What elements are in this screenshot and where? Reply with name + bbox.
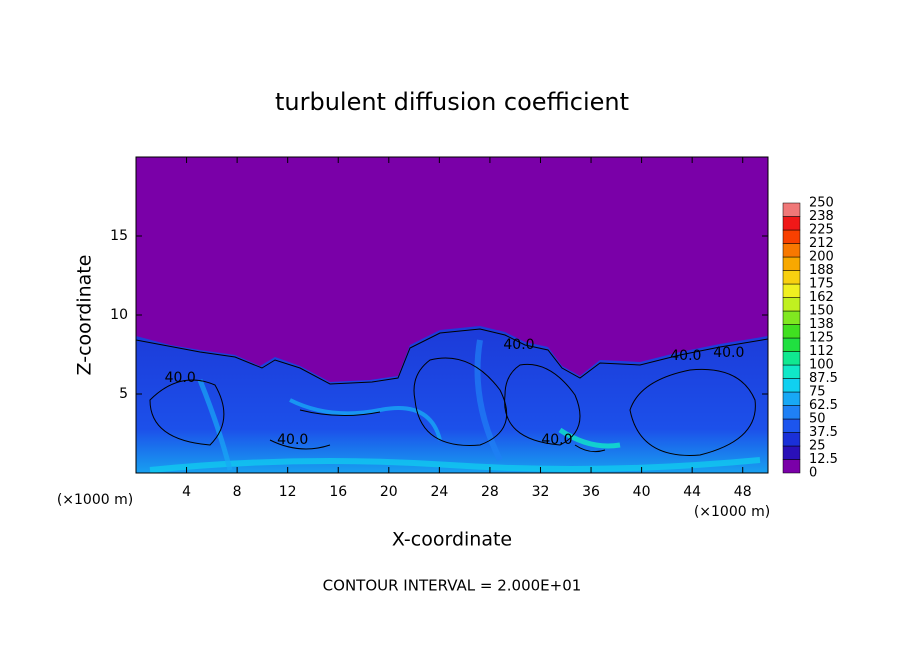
- x-tick-label: 36: [582, 484, 600, 500]
- colorbar-bin: [782, 243, 801, 258]
- colorbar-label: 250: [809, 196, 834, 211]
- field-streak: [149, 457, 761, 473]
- x-axis-label: X-coordinate: [392, 529, 512, 551]
- x-tick-label: 32: [532, 484, 550, 500]
- colorbar-label: 50: [809, 412, 826, 427]
- colorbar-label: 100: [809, 358, 834, 373]
- colorbar-bin: [782, 310, 801, 325]
- colorbar-bin: [782, 459, 801, 474]
- colorbar-bin: [782, 229, 801, 244]
- colorbar-bin: [782, 270, 801, 285]
- x-tick-label: 8: [233, 484, 242, 500]
- colorbar-label: 175: [809, 277, 834, 292]
- colorbar-label: 200: [809, 250, 834, 265]
- colorbar-label: 62.5: [809, 398, 838, 413]
- colorbar-bin: [782, 418, 801, 433]
- field-streak: [289, 398, 442, 441]
- colorbar-label: 112: [809, 344, 834, 359]
- colorbar-bin: [782, 324, 801, 339]
- field-streak: [197, 379, 233, 471]
- colorbar-label: 25: [809, 439, 826, 454]
- colorbar-bin: [782, 405, 801, 420]
- contour-label: 40.0: [277, 432, 308, 448]
- colorbar-bin: [782, 297, 801, 312]
- y-axis-label: Z-coordinate: [74, 255, 96, 376]
- colorbar-bin: [782, 432, 801, 447]
- colorbar-label: 162: [809, 290, 834, 305]
- y-tick-label: 15: [110, 228, 128, 244]
- x-tick-label: 28: [481, 484, 499, 500]
- colorbar-label: 225: [809, 223, 834, 238]
- x-tick-label: 4: [182, 484, 191, 500]
- x-tick-label: 44: [683, 484, 701, 500]
- x-tick-label: 24: [430, 484, 448, 500]
- colorbar-label: 75: [809, 385, 826, 400]
- contour-label: 40.0: [541, 432, 572, 448]
- colorbar-label: 12.5: [809, 452, 838, 467]
- contour-lines: [136, 328, 768, 456]
- colorbar-label: 188: [809, 263, 834, 278]
- colorbar-label: 0: [809, 466, 817, 481]
- colorbar-bin: [782, 378, 801, 393]
- colorbar-bin: [782, 337, 801, 352]
- colorbar-bin: [782, 216, 801, 231]
- colorbar-bin: [782, 283, 801, 298]
- colorbar-bin: [782, 445, 801, 460]
- x-tick-label: 16: [329, 484, 347, 500]
- x-tick-label: 12: [279, 484, 297, 500]
- x-unit-label: (×1000 m): [57, 492, 133, 508]
- chart-title: turbulent diffusion coefficient: [275, 88, 629, 116]
- colorbar-bin: [782, 391, 801, 406]
- colorbar-bin: [782, 202, 801, 217]
- contour-label: 40.0: [503, 337, 534, 353]
- colorbar-label: 37.5: [809, 425, 838, 440]
- field: [136, 157, 768, 473]
- y-tick-label: 10: [110, 307, 128, 323]
- colorbar-bin: [782, 364, 801, 379]
- colorbar-label: 150: [809, 304, 834, 319]
- colorbar-bin: [782, 351, 801, 366]
- colorbar-bin: [782, 256, 801, 271]
- field-turbulent-layer: [136, 326, 768, 473]
- contour-label: 40.0: [670, 348, 701, 364]
- colorbar-label: 138: [809, 317, 834, 332]
- contour-label: 40.0: [713, 345, 744, 361]
- x-tick-label: 40: [633, 484, 651, 500]
- colorbar-label: 238: [809, 209, 834, 224]
- field-streak: [474, 339, 503, 462]
- field-streak: [558, 427, 621, 449]
- colorbar-label: 87.5: [809, 371, 838, 386]
- x-unit-label: (×1000 m): [694, 504, 770, 520]
- x-tick-label: 20: [380, 484, 398, 500]
- contour-label: 40.0: [165, 370, 196, 386]
- colorbar-label: 212: [809, 236, 834, 251]
- colorbar-label: 125: [809, 331, 834, 346]
- footnote: CONTOUR INTERVAL = 2.000E+01: [323, 577, 582, 595]
- y-tick-label: 5: [119, 386, 128, 402]
- x-tick-label: 48: [734, 484, 752, 500]
